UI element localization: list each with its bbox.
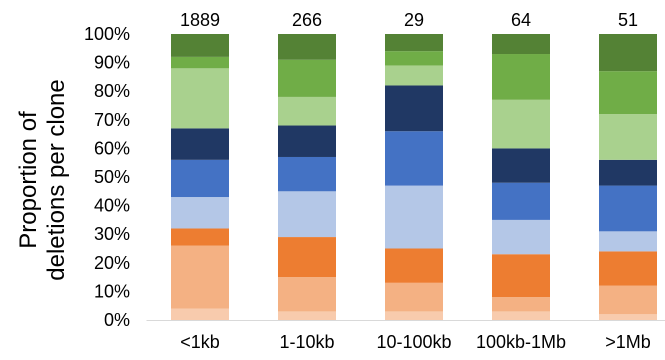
- x-category-label: <1kb: [180, 332, 220, 352]
- bars: [171, 34, 657, 320]
- bar-stack: [385, 34, 443, 320]
- bar-segment: [278, 311, 336, 320]
- bar-segment: [171, 56, 229, 69]
- bar-segment: [171, 228, 229, 246]
- bar-segment: [171, 245, 229, 309]
- bar-segment: [492, 182, 550, 220]
- bar-segment: [599, 159, 657, 186]
- bar-segment: [278, 156, 336, 192]
- y-tick-label: 50%: [94, 167, 130, 187]
- bar-segment: [278, 59, 336, 97]
- y-tick-label: 20%: [94, 253, 130, 273]
- bar-count-labels: 1889 266 29 64 51: [180, 10, 638, 30]
- bar-segment: [385, 65, 443, 86]
- x-axis-category-labels: <1kb 1-10kb 10-100kb 100kb-1Mb >1Mb: [180, 332, 651, 352]
- x-category-label: 1-10kb: [279, 332, 334, 352]
- bar-segment: [385, 185, 443, 249]
- bar-segment: [171, 68, 229, 129]
- bar-segment: [599, 314, 657, 320]
- bar-segment: [492, 54, 550, 100]
- bar-segment: [171, 34, 229, 57]
- bar-segment: [385, 85, 443, 132]
- bar-segment: [171, 197, 229, 229]
- x-category-label: 10-100kb: [376, 332, 451, 352]
- y-tick-label: 80%: [94, 81, 130, 101]
- x-category-label: >1Mb: [605, 332, 651, 352]
- bar-segment: [599, 285, 657, 315]
- y-tick-label: 30%: [94, 224, 130, 244]
- bar-segment: [599, 185, 657, 232]
- bar-segment: [492, 311, 550, 320]
- y-axis-label-line-2: deletions per clone: [43, 79, 70, 280]
- bar-segment: [385, 282, 443, 312]
- y-tick-label: 90%: [94, 53, 130, 73]
- y-axis-label: Proportion of deletions per clone: [15, 79, 70, 280]
- bar-segment: [599, 231, 657, 252]
- y-tick-label: 100%: [84, 24, 130, 44]
- y-tick-label: 60%: [94, 138, 130, 158]
- bar-count-label: 51: [618, 10, 638, 30]
- bar-segment: [171, 159, 229, 198]
- bar-segment: [492, 34, 550, 55]
- bar-segment: [385, 51, 443, 66]
- bar-segment: [385, 131, 443, 186]
- bar-segment: [492, 297, 550, 312]
- y-tick-label: 40%: [94, 196, 130, 216]
- bar-segment: [278, 125, 336, 157]
- bar-segment: [278, 237, 336, 278]
- bar-segment: [278, 277, 336, 312]
- bar-segment: [385, 248, 443, 283]
- bar-stack: [492, 34, 550, 320]
- x-category-label: 100kb-1Mb: [476, 332, 566, 352]
- y-tick-label: 10%: [94, 281, 130, 301]
- bar-segment: [278, 191, 336, 238]
- y-tick-label: 0%: [104, 310, 130, 330]
- bar-segment: [171, 128, 229, 160]
- bar-segment: [599, 34, 657, 72]
- bar-segment: [492, 219, 550, 255]
- y-axis-ticks: 0% 10% 20% 30% 40% 50% 60% 70% 80% 90% 100%: [84, 24, 130, 330]
- bar-segment: [385, 34, 443, 52]
- bar-segment: [278, 96, 336, 126]
- bar-stack: [171, 34, 229, 320]
- bar-stack: [599, 34, 657, 320]
- bar-segment: [599, 71, 657, 115]
- y-tick-label: 70%: [94, 110, 130, 130]
- bar-segment: [385, 311, 443, 320]
- y-axis-label-line-1: Proportion of: [15, 111, 42, 249]
- bar-segment: [171, 308, 229, 320]
- bar-count-label: 64: [511, 10, 531, 30]
- bar-segment: [492, 99, 550, 149]
- bar-segment: [492, 148, 550, 183]
- bar-segment: [278, 34, 336, 60]
- bar-stack: [278, 34, 336, 320]
- bar-segment: [492, 254, 550, 298]
- bar-segment: [599, 114, 657, 160]
- bar-count-label: 29: [404, 10, 424, 30]
- bar-count-label: 1889: [180, 10, 220, 30]
- bar-segment: [599, 251, 657, 286]
- bar-count-label: 266: [292, 10, 322, 30]
